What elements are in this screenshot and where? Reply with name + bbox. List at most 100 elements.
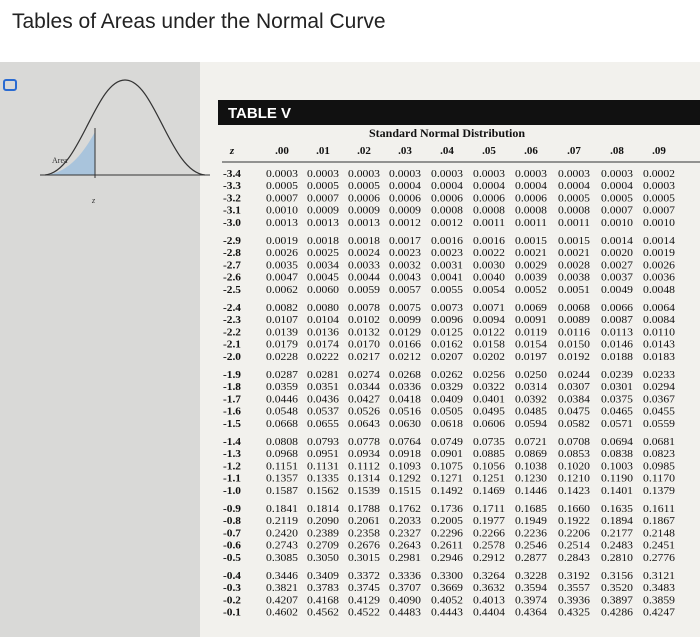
- cell: 0.0003: [348, 169, 380, 180]
- column-header: .01: [316, 145, 330, 157]
- cell: 0.0021: [515, 248, 547, 259]
- cell: 0.0166: [389, 340, 421, 351]
- cell: 0.0004: [601, 181, 633, 192]
- cell: 0.0838: [601, 449, 633, 460]
- cell: 0.3821: [266, 583, 298, 594]
- cell: 0.1271: [431, 474, 463, 485]
- column-header: .07: [567, 145, 581, 157]
- cell: 0.0102: [348, 315, 380, 326]
- cell: 0.0367: [643, 394, 675, 405]
- cell: 0.1788: [348, 504, 380, 515]
- cell: 0.0008: [515, 206, 547, 217]
- cell: 0.0005: [307, 181, 339, 192]
- cell: 0.1170: [643, 474, 675, 485]
- cell: 0.0170: [348, 340, 380, 351]
- cell: 0.0023: [389, 248, 421, 259]
- cell: 0.4443: [431, 608, 463, 619]
- cell: 0.2709: [307, 541, 339, 552]
- cell: 0.0183: [643, 352, 675, 363]
- cell: 0.2643: [389, 541, 421, 552]
- cell: 0.0150: [558, 340, 590, 351]
- cell: 0.4129: [348, 595, 380, 606]
- cell: 0.0052: [515, 285, 547, 296]
- cell: 0.0025: [307, 248, 339, 259]
- column-header: .03: [398, 145, 412, 157]
- cell: 0.0015: [558, 236, 590, 247]
- row-z: -1.4: [223, 437, 241, 448]
- cell: 0.0057: [389, 285, 421, 296]
- row-z: -2.6: [223, 273, 241, 284]
- cell: 0.0344: [348, 382, 380, 393]
- cell: 0.0110: [643, 327, 675, 338]
- cell: 0.1446: [515, 486, 547, 497]
- cell: 0.0179: [266, 340, 298, 351]
- cell: 0.0039: [515, 273, 547, 284]
- cell: 0.0655: [307, 419, 339, 430]
- cell: 0.0003: [473, 169, 505, 180]
- cell: 0.0885: [473, 449, 505, 460]
- cell: 0.1151: [266, 461, 298, 472]
- cell: 0.2266: [473, 528, 505, 539]
- cell: 0.0322: [473, 382, 505, 393]
- row-z: -3.2: [223, 193, 241, 204]
- cell: 0.1611: [643, 504, 675, 515]
- cell: 0.0212: [389, 352, 421, 363]
- cell: 0.0003: [558, 169, 590, 180]
- cell: 0.0015: [515, 236, 547, 247]
- cell: 0.0192: [558, 352, 590, 363]
- cell: 0.1922: [558, 516, 590, 527]
- cell: 0.0485: [515, 407, 547, 418]
- cell: 0.0009: [307, 206, 339, 217]
- cell: 0.0003: [307, 169, 339, 180]
- column-header: .08: [610, 145, 624, 157]
- cell: 0.2033: [389, 516, 421, 527]
- table-caption: Standard Normal Distribution: [369, 126, 525, 140]
- column-header: .06: [524, 145, 538, 157]
- cell: 0.0307: [558, 382, 590, 393]
- cell: 0.0033: [348, 260, 380, 271]
- cell: 0.0537: [307, 407, 339, 418]
- row-z: -0.6: [223, 541, 241, 552]
- row-z: -2.5: [223, 285, 241, 296]
- cell: 0.0055: [431, 285, 463, 296]
- row-z: -3.3: [223, 181, 241, 192]
- cell: 0.1230: [515, 474, 547, 485]
- cell: 0.0559: [643, 419, 675, 430]
- cell: 0.3936: [558, 595, 590, 606]
- row-z: -1.9: [223, 370, 241, 381]
- cell: 0.1894: [601, 516, 633, 527]
- cell: 0.3015: [348, 553, 380, 564]
- cell: 0.0934: [348, 449, 380, 460]
- cell: 0.0026: [266, 248, 298, 259]
- cell: 0.0004: [389, 181, 421, 192]
- row-z: -2.2: [223, 327, 241, 338]
- cell: 0.0154: [515, 340, 547, 351]
- cell: 0.2148: [643, 528, 675, 539]
- cell: 0.2389: [307, 528, 339, 539]
- cell: 0.2119: [266, 516, 298, 527]
- column-header: .04: [440, 145, 454, 157]
- cell: 0.0228: [266, 352, 298, 363]
- cell: 0.0027: [601, 260, 633, 271]
- row-z: -2.9: [223, 236, 241, 247]
- cell: 0.0985: [643, 461, 675, 472]
- table-banner: [218, 100, 700, 125]
- row-z: -2.8: [223, 248, 241, 259]
- cell: 0.2676: [348, 541, 380, 552]
- cell: 0.0571: [601, 419, 633, 430]
- cell: 0.0005: [643, 193, 675, 204]
- cell: 0.0059: [348, 285, 380, 296]
- cell: 0.0080: [307, 303, 339, 314]
- cell: 0.1020: [558, 461, 590, 472]
- cell: 0.1190: [601, 474, 633, 485]
- cell: 0.0047: [266, 273, 298, 284]
- cell: 0.4207: [266, 595, 298, 606]
- cell: 0.0017: [389, 236, 421, 247]
- cell: 0.0006: [431, 193, 463, 204]
- cell: 0.0048: [643, 285, 675, 296]
- cell: 0.0005: [348, 181, 380, 192]
- cell: 0.1814: [307, 504, 339, 515]
- cell: 0.3264: [473, 571, 505, 582]
- cell: 0.0066: [601, 303, 633, 314]
